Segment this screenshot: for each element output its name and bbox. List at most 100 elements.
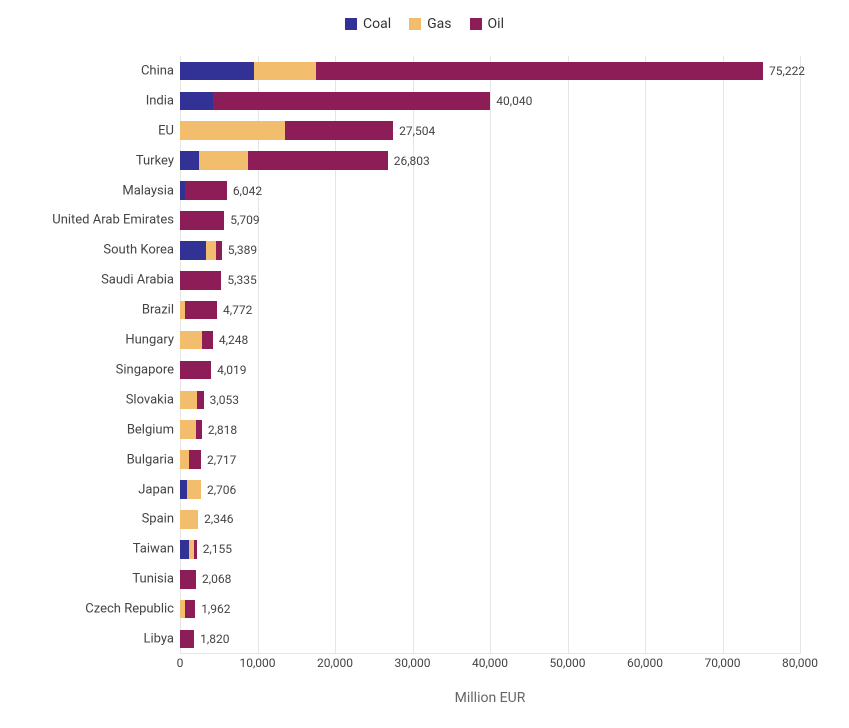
bar-segment[interactable] — [180, 241, 206, 260]
x-tick-label: 40,000 — [472, 656, 508, 670]
gridline — [645, 56, 646, 654]
x-tick-label: 30,000 — [394, 656, 430, 670]
bar-segment[interactable] — [180, 92, 213, 111]
bar-segment[interactable] — [194, 540, 197, 559]
bar-segment[interactable] — [197, 391, 204, 410]
y-axis-label: China — [141, 63, 174, 78]
bar-value-label: 4,019 — [217, 363, 246, 377]
y-axis-label: Czech Republic — [85, 602, 174, 617]
legend-item[interactable]: Gas — [409, 16, 451, 32]
bar-value-label: 2,706 — [207, 483, 236, 497]
legend-swatch — [409, 18, 421, 30]
gridline — [490, 56, 491, 654]
y-axis-label: Turkey — [136, 153, 174, 168]
bar-value-label: 4,772 — [223, 303, 252, 317]
bar-value-label: 2,717 — [207, 453, 236, 467]
bar-value-label: 5,389 — [228, 243, 257, 257]
bar-segment[interactable] — [185, 301, 217, 320]
bar-row: 75,222 — [180, 62, 800, 81]
bar-row: 40,040 — [180, 92, 800, 111]
bar-segment[interactable] — [254, 62, 316, 81]
gridline — [568, 56, 569, 654]
bar-segment[interactable] — [196, 420, 202, 439]
bar-row: 2,818 — [180, 420, 800, 439]
bar-row: 3,053 — [180, 391, 800, 410]
x-tick-label: 20,000 — [317, 656, 353, 670]
bar-row: 2,068 — [180, 570, 800, 589]
bar-segment[interactable] — [285, 121, 394, 140]
bar-value-label: 26,803 — [394, 154, 430, 168]
y-axis-label: United Arab Emirates — [52, 213, 174, 228]
bar-row: 1,820 — [180, 630, 800, 649]
bar-segment[interactable] — [248, 151, 388, 170]
bar-row: 2,717 — [180, 450, 800, 469]
bar-value-label: 2,155 — [203, 542, 232, 556]
bar-segment[interactable] — [180, 570, 196, 589]
bar-value-label: 1,820 — [200, 632, 229, 646]
bar-row: 4,019 — [180, 361, 800, 380]
bar-segment[interactable] — [199, 151, 249, 170]
bar-value-label: 27,504 — [399, 124, 435, 138]
chart-container: CoalGasOil ChinaIndiaEUTurkeyMalaysiaUni… — [0, 0, 849, 728]
y-axis-label: Bulgaria — [127, 452, 174, 467]
legend-item[interactable]: Coal — [345, 16, 391, 32]
x-tick-label: 70,000 — [704, 656, 740, 670]
bar-segment[interactable] — [180, 480, 187, 499]
y-axis-label: Libya — [143, 632, 174, 647]
bar-row: 26,803 — [180, 151, 800, 170]
bar-segment[interactable] — [180, 151, 199, 170]
gridline — [800, 56, 801, 654]
bar-row: 6,042 — [180, 181, 800, 200]
bar-segment[interactable] — [180, 62, 254, 81]
bar-value-label: 40,040 — [496, 94, 532, 108]
bar-segment[interactable] — [180, 361, 211, 380]
bar-segment[interactable] — [180, 331, 202, 350]
bar-segment[interactable] — [180, 271, 221, 290]
y-axis-label: Singapore — [116, 362, 174, 377]
legend-swatch — [470, 18, 482, 30]
bar-value-label: 6,042 — [233, 184, 262, 198]
bar-segment[interactable] — [187, 480, 201, 499]
bar-segment[interactable] — [206, 241, 216, 260]
bar-row: 2,346 — [180, 510, 800, 529]
bar-segment[interactable] — [180, 121, 285, 140]
bar-segment[interactable] — [180, 450, 189, 469]
bar-row: 1,962 — [180, 600, 800, 619]
bar-value-label: 2,068 — [202, 572, 231, 586]
x-tick-label: 80,000 — [782, 656, 818, 670]
bar-segment[interactable] — [180, 211, 224, 230]
y-axis-label: Brazil — [142, 303, 174, 318]
bar-segment[interactable] — [216, 241, 221, 260]
bar-segment[interactable] — [180, 510, 198, 529]
bar-row: 4,248 — [180, 331, 800, 350]
bar-row: 5,335 — [180, 271, 800, 290]
legend-label: Oil — [488, 16, 504, 32]
bar-segment[interactable] — [213, 92, 490, 111]
legend-item[interactable]: Oil — [470, 16, 504, 32]
bar-row: 2,155 — [180, 540, 800, 559]
bar-row: 4,772 — [180, 301, 800, 320]
y-axis-label: EU — [158, 123, 174, 138]
y-axis-label: Japan — [138, 482, 174, 497]
bar-value-label: 75,222 — [769, 64, 805, 78]
bar-segment[interactable] — [189, 450, 201, 469]
x-axis-title: Million EUR — [180, 690, 800, 706]
bar-segment[interactable] — [180, 420, 196, 439]
x-tick-label: 60,000 — [627, 656, 663, 670]
y-axis-label: Tunisia — [132, 572, 174, 587]
bar-segment[interactable] — [202, 331, 213, 350]
y-axis-label: Hungary — [125, 333, 174, 348]
bar-row: 27,504 — [180, 121, 800, 140]
bar-segment[interactable] — [180, 391, 197, 410]
x-tick-label: 50,000 — [549, 656, 585, 670]
gridline — [180, 56, 181, 654]
y-axis-label: Taiwan — [133, 542, 174, 557]
bar-value-label: 1,962 — [201, 602, 230, 616]
bar-segment[interactable] — [185, 181, 226, 200]
bar-value-label: 2,346 — [204, 512, 233, 526]
bar-segment[interactable] — [316, 62, 763, 81]
bar-segment[interactable] — [180, 630, 194, 649]
bar-segment[interactable] — [180, 540, 189, 559]
bar-value-label: 2,818 — [208, 423, 237, 437]
bar-segment[interactable] — [185, 600, 196, 619]
